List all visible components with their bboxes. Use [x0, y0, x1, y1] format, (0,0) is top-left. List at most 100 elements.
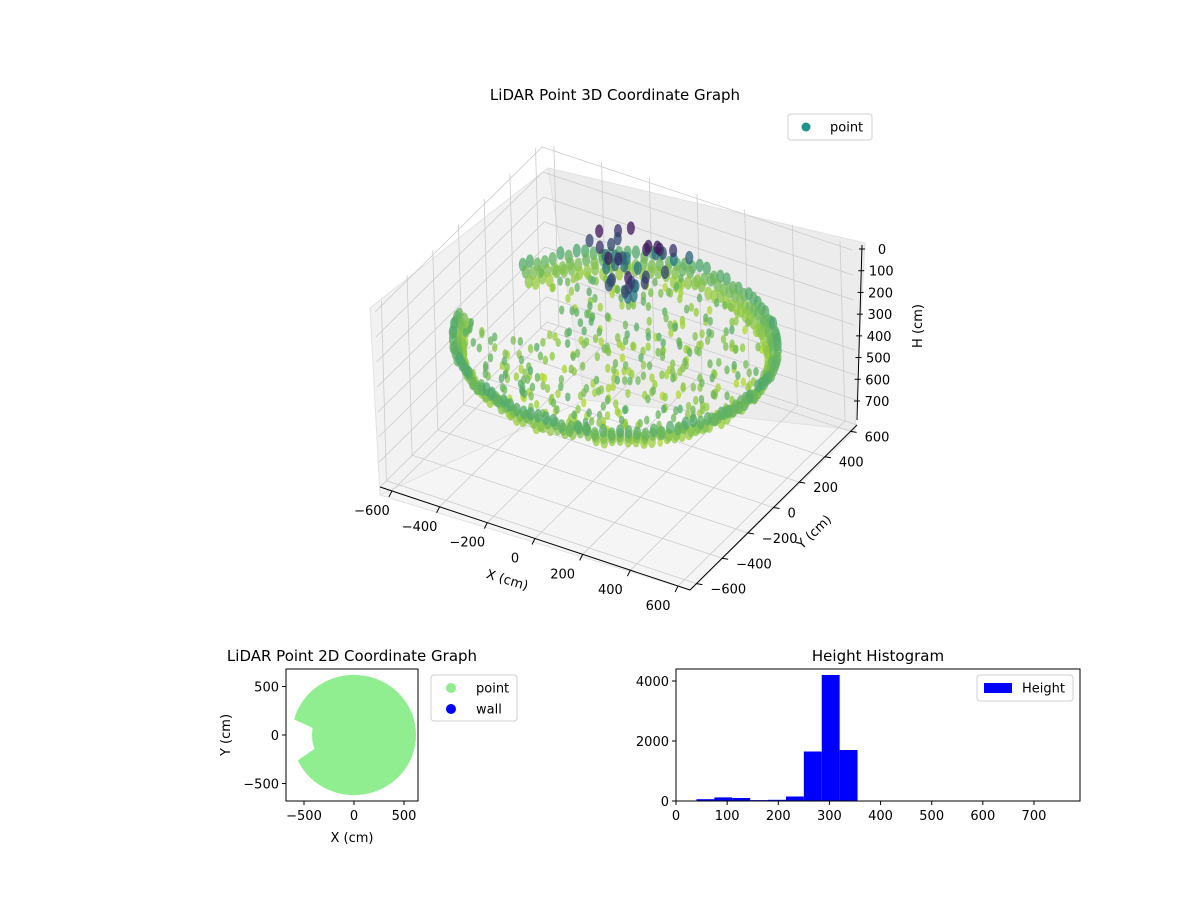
axes-frame-histogram — [675, 668, 1081, 802]
data-point-3d — [558, 375, 565, 385]
data-point-3d — [690, 276, 700, 291]
z-axis-line — [856, 244, 863, 421]
data-point-3d — [464, 365, 473, 380]
data-point-3d — [534, 409, 543, 423]
x-tick-mark — [531, 538, 536, 545]
data-point-3d — [564, 277, 571, 287]
legend-histogram-swatch — [984, 683, 1012, 693]
data-point-3d — [754, 379, 763, 393]
data-point-3d — [667, 320, 673, 330]
data-point-3d — [660, 265, 670, 280]
z-tick-label: 700 — [865, 395, 890, 410]
data-point-3d — [604, 251, 613, 266]
data-point-3d — [605, 383, 612, 393]
data-point-3d — [526, 407, 535, 421]
data-point-3d — [513, 372, 520, 382]
chart-histogram: Height Histogram 0 100 200 300 400 500 600 7000… — [636, 647, 1081, 824]
data-point-3d — [696, 415, 705, 430]
data-point-3d — [604, 411, 611, 421]
data-point-3d — [499, 394, 508, 408]
data-point-3d — [658, 288, 664, 298]
data-point-3d — [558, 382, 564, 392]
data-point-3d — [635, 376, 641, 386]
x-axis-label-2d: X (cm) — [331, 831, 374, 846]
z-tick-label: 400 — [867, 330, 892, 345]
x-tick-label-2d: −500 — [286, 809, 322, 824]
data-point-3d — [702, 261, 711, 276]
chart-2d: LiDAR Point 2D Coordinate Graph −500 0 500… — [219, 647, 518, 846]
data-point-3d — [755, 342, 761, 352]
x-axis-label-3d: X (cm) — [484, 567, 530, 594]
data-point-3d — [695, 258, 704, 273]
data-point-3d — [521, 389, 528, 399]
data-point-3d — [614, 375, 621, 385]
data-point-3d — [631, 245, 640, 259]
data-point-3d — [645, 302, 652, 312]
legend-histogram-box — [976, 674, 1074, 702]
data-point-3d — [549, 351, 555, 361]
data-point-3d — [529, 382, 536, 392]
data-point-3d — [595, 240, 604, 255]
chart-3d-title: LiDAR Point 3D Coordinate Graph — [490, 86, 740, 104]
data-point-3d — [534, 342, 540, 352]
data-point-3d — [587, 301, 593, 311]
data-point-3d — [640, 360, 647, 370]
data-point-3d — [633, 261, 642, 275]
data-point-3d — [698, 340, 704, 350]
legend-3d-marker-point — [801, 122, 811, 132]
data-point-3d — [582, 253, 591, 267]
x-tick-label: 400 — [598, 583, 623, 598]
data-point-3d — [569, 306, 575, 316]
data-point-3d — [591, 262, 600, 276]
data-point-3d — [574, 282, 580, 292]
data-point-3d — [534, 372, 541, 382]
data-point-3d — [568, 286, 575, 296]
histogram-title: Height Histogram — [812, 647, 944, 665]
z-tick-label: 600 — [865, 373, 890, 388]
x-tick-mark — [388, 490, 393, 498]
data-point-3d — [565, 392, 571, 402]
data-point-3d — [655, 410, 661, 420]
data-point-3d — [558, 305, 565, 315]
legend-2d-label-point: point — [476, 682, 509, 697]
data-point-3d — [672, 322, 679, 332]
data-point-3d — [512, 402, 521, 417]
data-point-3d — [644, 415, 650, 425]
data-point-3d — [491, 332, 498, 342]
data-point-3d — [699, 378, 705, 388]
z-axis-label-3d: H (cm) — [911, 304, 926, 348]
data-point-3d — [588, 416, 595, 426]
y-tick-label-hist: 0 — [661, 795, 669, 810]
y-tick-mark — [824, 456, 831, 459]
data-point-3d — [680, 363, 686, 373]
data-point-3d — [648, 288, 654, 298]
x-tick-label-hist: 500 — [919, 809, 944, 824]
data-point-3d — [579, 361, 586, 371]
data-point-3d — [743, 359, 749, 369]
legend-2d: point wall — [430, 674, 518, 722]
data-point-3d — [596, 410, 603, 420]
data-point-3d — [627, 376, 633, 386]
data-point-3d — [704, 286, 713, 301]
data-point-3d — [614, 406, 620, 416]
data-point-3d — [575, 404, 581, 414]
data-point-3d — [622, 375, 628, 385]
data-point-3d — [723, 342, 729, 352]
data-point-3d — [570, 274, 577, 284]
data-point-3d — [693, 307, 699, 317]
data-point-3d — [584, 309, 590, 319]
data-point-3d — [566, 327, 573, 337]
x-tick-label: 600 — [646, 599, 671, 614]
data-point-3d — [630, 300, 637, 310]
data-point-3d — [729, 403, 738, 418]
data-point-3d — [745, 318, 751, 328]
data-point-3d — [723, 327, 729, 337]
data-point-3d — [557, 276, 563, 286]
histogram-bar — [803, 751, 822, 801]
data-point-3d — [697, 278, 706, 293]
x-tick-label-hist: 100 — [715, 809, 740, 824]
y-axis-label-3d: Y (cm) — [794, 512, 835, 553]
data-point-3d — [692, 331, 698, 341]
data-point-3d — [624, 425, 633, 439]
data-point-3d — [722, 300, 728, 310]
